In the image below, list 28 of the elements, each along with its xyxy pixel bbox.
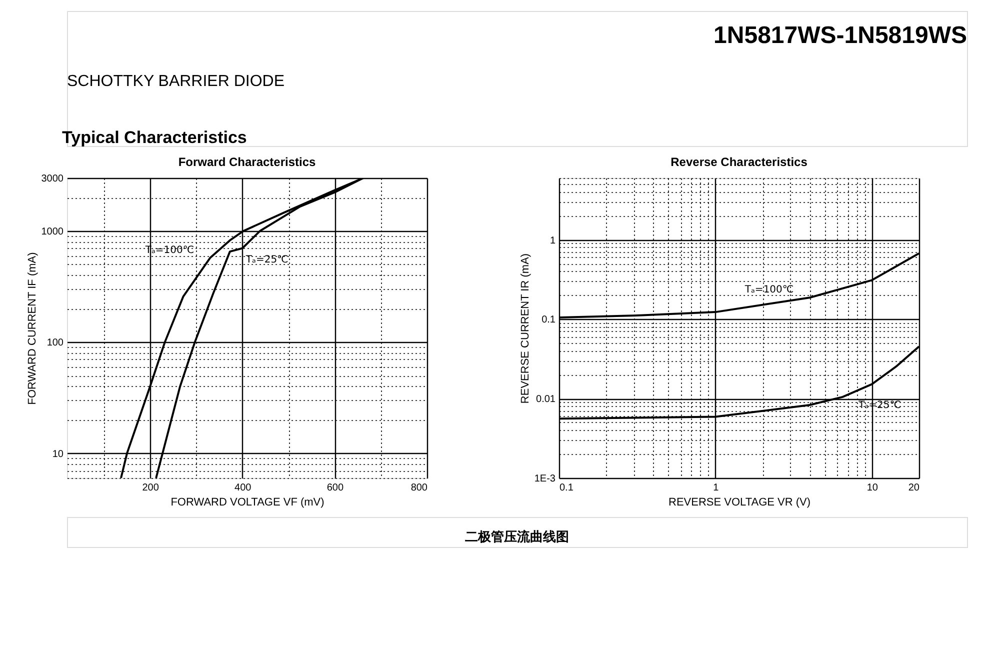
x-tick-label: 0.1	[560, 482, 574, 494]
text: Typical Characteristics	[62, 128, 247, 147]
series-label: Tₐ=100℃	[744, 284, 794, 296]
x-tick-label: 1	[713, 482, 720, 494]
y-tick-label: 10	[52, 448, 64, 460]
chart-title: Forward Characteristics	[178, 155, 316, 169]
y-tick-label: 0.01	[536, 394, 556, 406]
y-tick-label: 3000	[41, 174, 64, 184]
y-tick-label: 1000	[41, 226, 64, 238]
x-tick-label: 20	[908, 482, 920, 494]
x-tick-label: 400	[234, 482, 252, 494]
y-tick-label: 1E-3	[534, 474, 556, 484]
x-tick-label: 10	[866, 482, 878, 494]
x-tick-label: 600	[326, 482, 344, 494]
y-tick-label: 100	[46, 338, 64, 349]
text: 1N5817WS-1N5819WS	[714, 22, 967, 49]
text: 二极管压流曲线图	[465, 529, 569, 545]
y-axis-title: REVERSE CURRENT IR (mA)	[519, 253, 532, 404]
series-label: Tₐ=25℃	[244, 254, 288, 266]
y-axis-title: FORWARD CURRENT IF (mA)	[26, 252, 38, 405]
x-tick-label: 800	[410, 482, 428, 494]
y-tick-label: 0.1	[542, 314, 556, 326]
text: SCHOTTKY BARRIER DIODE	[67, 73, 285, 90]
x-axis-title: FORWARD VOLTAGE VF (mV)	[170, 496, 324, 508]
y-tick-label: 1	[550, 235, 556, 246]
chart-title: Reverse Characteristics	[670, 155, 808, 169]
x-tick-label: 200	[142, 482, 160, 494]
x-axis-title: REVERSE VOLTAGE VR (V)	[668, 496, 811, 508]
